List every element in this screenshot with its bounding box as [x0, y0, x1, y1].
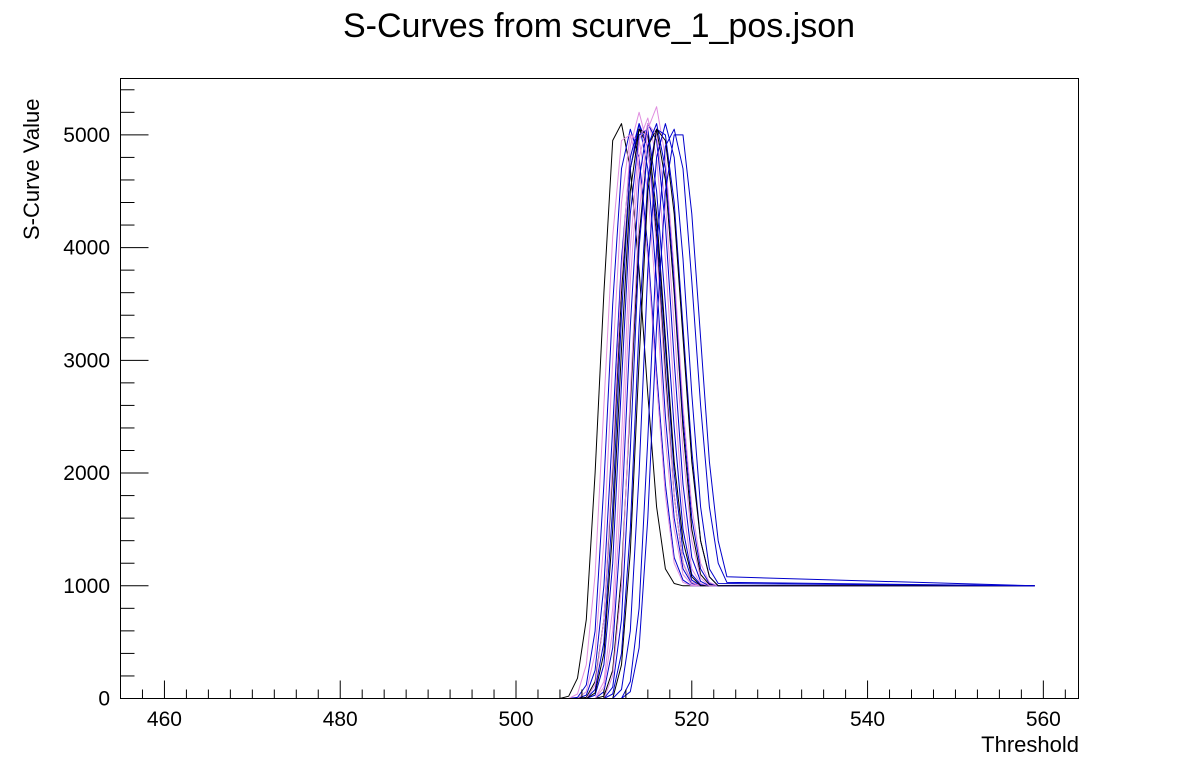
y-tick-label: 4000 [63, 237, 110, 260]
x-tick-label: 480 [323, 708, 358, 731]
series-line-14 [164, 123, 1035, 699]
y-tick-label: 1000 [63, 575, 110, 598]
ticks-layer: 460 480 500 520 540 560 0 1000 2000 3000 4000 5000 [63, 89, 1066, 731]
y-tick-label: 0 [98, 688, 110, 711]
series-line-20 [164, 128, 1035, 699]
x-tick-label: 560 [1026, 708, 1061, 731]
x-tick-label: 520 [674, 708, 709, 731]
x-axis-label: Threshold [981, 732, 1079, 757]
series-line-15 [164, 123, 1035, 699]
x-tick-label: 500 [498, 708, 533, 731]
series-line-18 [164, 128, 1035, 699]
chart-title: S-Curves from scurve_1_pos.json [343, 7, 855, 45]
x-tick-label: 460 [147, 708, 182, 731]
y-tick-label: 2000 [63, 462, 110, 485]
series-line-21 [164, 134, 1035, 699]
x-tick-label: 540 [850, 708, 885, 731]
series-line-12 [164, 123, 1035, 699]
y-axis-label: S-Curve Value [19, 99, 44, 240]
series-line-10 [164, 128, 1035, 699]
series-line-19 [164, 123, 1035, 699]
plot-frame [120, 78, 1079, 699]
series-layer [164, 106, 1035, 699]
y-tick-label: 5000 [63, 124, 110, 147]
y-tick-label: 3000 [63, 349, 110, 372]
